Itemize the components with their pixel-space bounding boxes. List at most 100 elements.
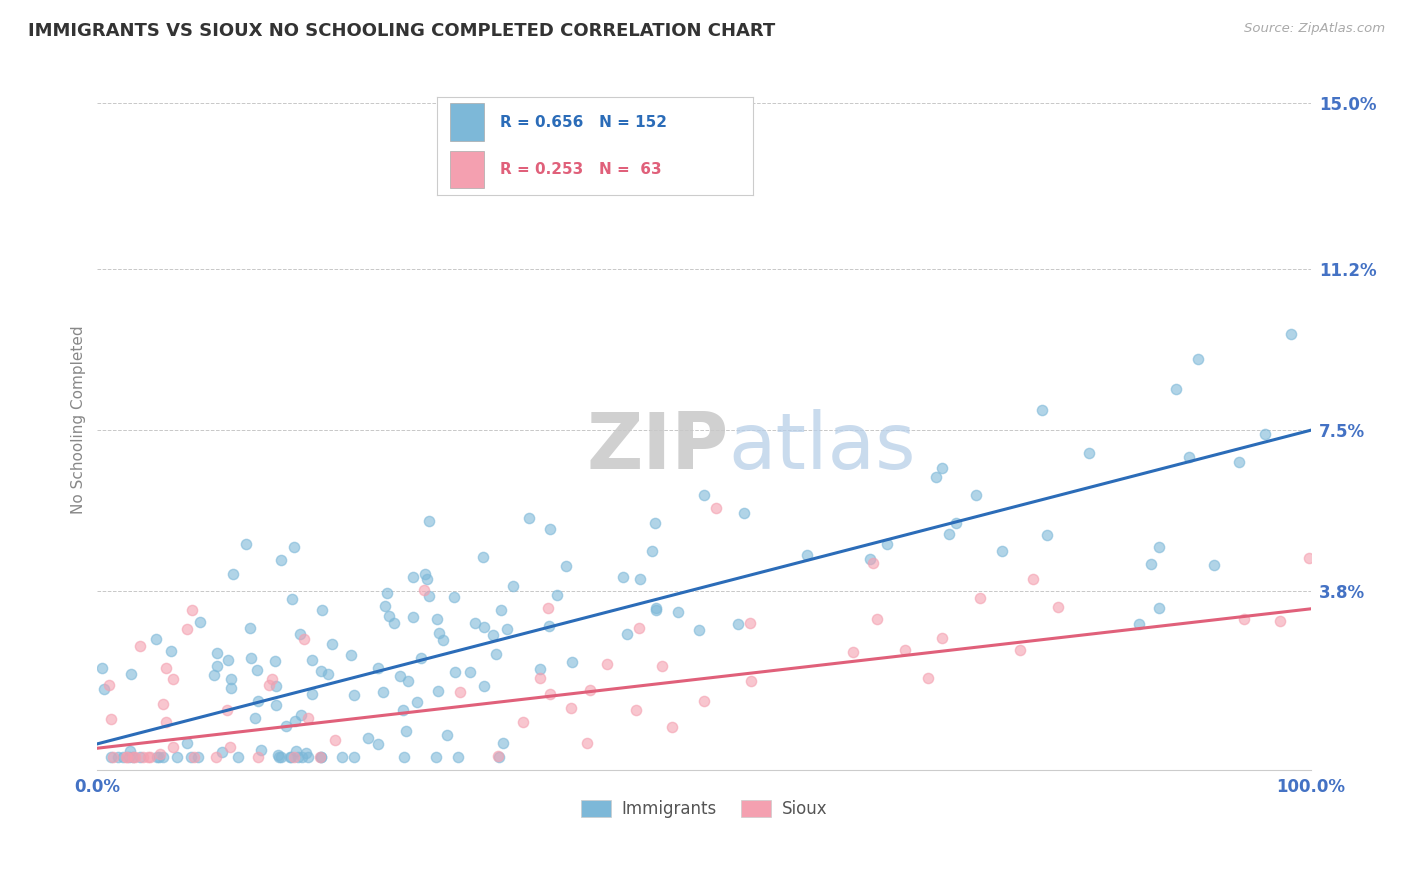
Immigrants [118, 750, 141, 764]
Immigrants [464, 615, 486, 630]
Immigrants [1254, 427, 1277, 442]
Immigrants [267, 750, 290, 764]
Immigrants [309, 664, 332, 678]
Immigrants [239, 621, 262, 635]
Immigrants [458, 665, 481, 680]
Sioux [115, 750, 138, 764]
Immigrants [1149, 600, 1171, 615]
Immigrants [187, 750, 209, 764]
Sioux [931, 631, 953, 645]
Legend: Immigrants, Sioux: Immigrants, Sioux [575, 793, 834, 825]
Immigrants [1035, 528, 1057, 542]
Immigrants [301, 687, 323, 701]
Immigrants [554, 559, 576, 574]
Sioux [917, 671, 939, 685]
Sioux [538, 687, 561, 701]
Immigrants [159, 644, 181, 658]
Immigrants [152, 750, 174, 764]
Immigrants [274, 719, 297, 733]
Sioux [738, 615, 761, 630]
Sioux [486, 749, 509, 764]
Sioux [560, 701, 582, 715]
Sioux [129, 640, 152, 654]
Immigrants [418, 590, 440, 604]
Immigrants [488, 750, 510, 764]
Immigrants [641, 544, 664, 558]
Immigrants [246, 663, 269, 677]
Immigrants [644, 601, 666, 615]
Immigrants [128, 750, 150, 764]
Immigrants [733, 506, 755, 520]
Immigrants [148, 750, 170, 764]
Y-axis label: No Schooling Completed: No Schooling Completed [72, 325, 86, 514]
Text: Source: ZipAtlas.com: Source: ZipAtlas.com [1244, 22, 1385, 36]
Sioux [1022, 572, 1045, 586]
Text: atlas: atlas [728, 409, 915, 485]
Immigrants [235, 536, 257, 550]
Immigrants [270, 750, 292, 764]
Sioux [596, 657, 619, 672]
Sioux [651, 659, 673, 673]
Immigrants [561, 655, 583, 669]
Immigrants [472, 679, 495, 693]
Immigrants [207, 646, 229, 660]
Sioux [262, 672, 284, 686]
Immigrants [644, 603, 666, 617]
Immigrants [1187, 352, 1209, 367]
Immigrants [264, 698, 287, 712]
Immigrants [429, 626, 451, 640]
Sioux [412, 583, 434, 598]
Sioux [155, 661, 177, 675]
Immigrants [166, 750, 188, 764]
Text: ZIP: ZIP [586, 409, 728, 485]
Sioux [661, 720, 683, 734]
Sioux [181, 603, 204, 617]
Immigrants [1149, 541, 1171, 555]
Sioux [575, 736, 598, 750]
Immigrants [120, 744, 142, 758]
Immigrants [202, 668, 225, 682]
Immigrants [100, 750, 122, 764]
Immigrants [285, 744, 308, 758]
Immigrants [688, 623, 710, 637]
Immigrants [427, 683, 450, 698]
Sioux [115, 750, 138, 764]
Immigrants [406, 695, 429, 709]
Immigrants [482, 627, 505, 641]
Immigrants [925, 470, 948, 484]
Immigrants [529, 662, 551, 676]
Immigrants [1202, 558, 1225, 573]
Immigrants [447, 750, 470, 764]
Immigrants [1279, 327, 1302, 342]
Immigrants [443, 590, 465, 604]
Immigrants [382, 616, 405, 631]
Immigrants [1227, 455, 1250, 469]
Immigrants [316, 667, 339, 681]
Immigrants [616, 627, 638, 641]
Immigrants [280, 592, 302, 607]
Sioux [1233, 612, 1256, 626]
Immigrants [436, 728, 458, 742]
Sioux [842, 645, 865, 659]
Immigrants [219, 672, 242, 686]
Immigrants [796, 549, 818, 563]
Immigrants [297, 750, 319, 764]
Immigrants [938, 526, 960, 541]
Sioux [162, 739, 184, 754]
Immigrants [291, 750, 314, 764]
Immigrants [330, 750, 353, 764]
Immigrants [283, 540, 305, 554]
Immigrants [377, 609, 399, 624]
Sioux [740, 673, 762, 688]
Sioux [1047, 599, 1070, 614]
Immigrants [250, 743, 273, 757]
Sioux [297, 711, 319, 725]
Sioux [624, 703, 647, 717]
Immigrants [492, 736, 515, 750]
Immigrants [425, 750, 447, 764]
Immigrants [859, 551, 882, 566]
Sioux [512, 715, 534, 730]
Immigrants [418, 514, 440, 528]
Sioux [132, 750, 155, 764]
Immigrants [1078, 446, 1101, 460]
